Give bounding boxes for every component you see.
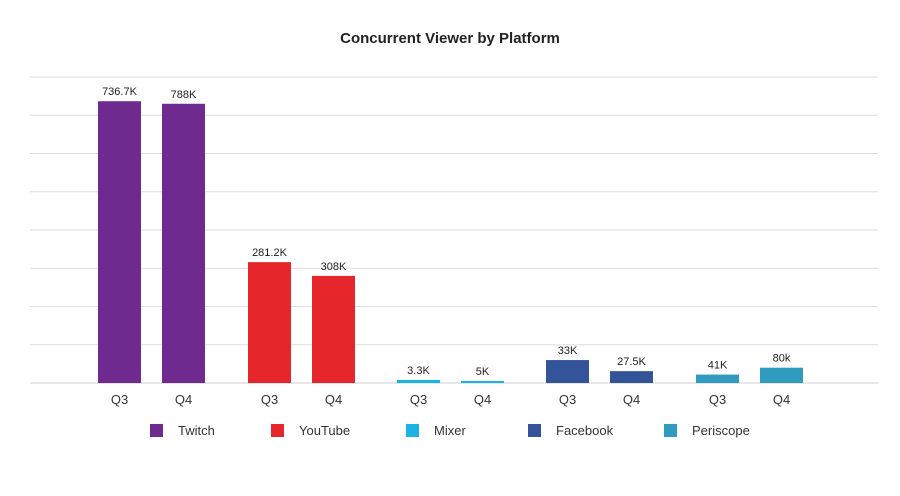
bar-periscope-q3 [696,374,739,383]
legend-swatch-youtube [271,424,284,437]
legend: Twitch YouTube Mixer Facebook Periscope [150,423,750,438]
data-label-youtube-q3: 281.2K [252,247,288,259]
bars [98,101,803,384]
bar-twitch-q3 [98,101,141,383]
data-label-periscope-q4: 80k [773,353,791,365]
bar-youtube-q3 [248,262,291,383]
legend-swatch-mixer [406,424,419,437]
legend-swatch-twitch [150,424,163,437]
data-labels: 736.7K 788K 281.2K 308K 3.3K 5K 33K 27.5K 41K 80k [102,86,791,378]
x-tick-twitch-q3: Q3 [111,392,128,407]
x-tick-labels: Q3 Q4 Q3 Q4 Q3 Q4 Q3 Q4 Q3 Q4 [111,392,790,407]
data-label-twitch-q3: 736.7K [102,86,138,98]
legend-swatch-periscope [664,424,677,437]
data-label-mixer-q3: 3.3K [407,365,430,377]
legend-label-mixer: Mixer [434,423,466,438]
legend-label-twitch: Twitch [178,423,215,438]
bar-mixer-q4 [461,381,504,383]
legend-label-periscope: Periscope [692,423,750,438]
x-tick-twitch-q4: Q4 [175,392,192,407]
gridlines [30,76,878,384]
x-tick-mixer-q3: Q3 [410,392,427,407]
data-label-youtube-q4: 308K [321,261,347,273]
data-label-periscope-q3: 41K [708,360,728,372]
data-label-twitch-q4: 788K [171,89,197,101]
legend-label-facebook: Facebook [556,423,614,438]
x-tick-periscope-q3: Q3 [709,392,726,407]
bar-facebook-q3 [546,360,589,383]
data-label-mixer-q4: 5K [476,366,490,378]
x-tick-mixer-q4: Q4 [474,392,491,407]
legend-label-youtube: YouTube [299,423,350,438]
x-tick-facebook-q3: Q3 [559,392,576,407]
data-label-facebook-q4: 27.5K [617,356,646,368]
chart-title: Concurrent Viewer by Platform [340,30,560,47]
bar-youtube-q4 [312,275,355,383]
bar-mixer-q3 [397,379,440,383]
bar-facebook-q4 [610,371,653,383]
bar-periscope-q4 [760,367,803,383]
x-tick-youtube-q3: Q3 [261,392,278,407]
x-tick-facebook-q4: Q4 [623,392,640,407]
x-tick-periscope-q4: Q4 [773,392,790,407]
bar-twitch-q4 [162,103,205,384]
legend-swatch-facebook [528,424,541,437]
data-label-facebook-q3: 33K [558,345,578,357]
x-tick-youtube-q4: Q4 [325,392,342,407]
